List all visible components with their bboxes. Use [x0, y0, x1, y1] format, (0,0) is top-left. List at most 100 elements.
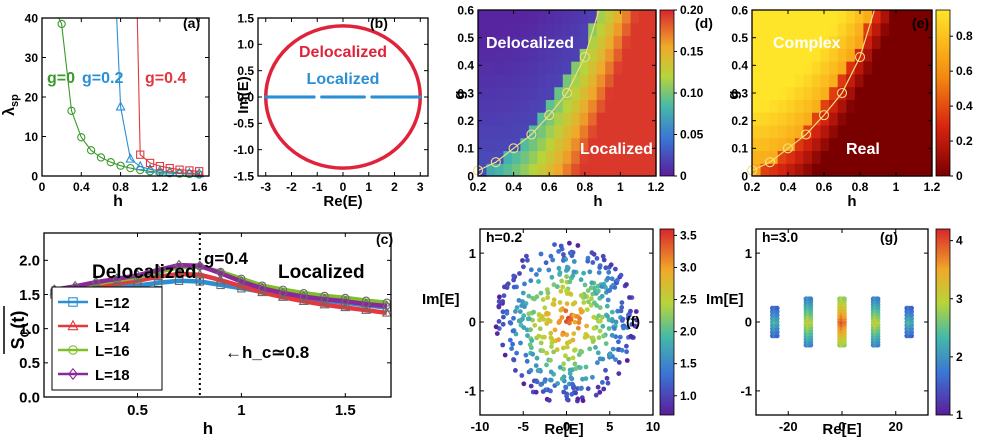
eigenvalue-point: [600, 314, 605, 320]
heatmap-cell: [872, 150, 882, 164]
heatmap-cell: [537, 150, 547, 164]
heatmap-cell: [554, 150, 564, 164]
eigenvalue-point: [513, 309, 518, 314]
eigenvalue-point: [601, 281, 607, 287]
colorbar-label: 4: [956, 234, 963, 248]
eigenvalue-point: [540, 348, 546, 354]
x-tick-label: -5: [517, 419, 529, 434]
heatmap-cell: [486, 163, 496, 177]
panel-b-ylabel: Im(E): [235, 76, 252, 114]
heatmap-cell: [760, 99, 770, 113]
heatmap-cell: [906, 150, 916, 164]
heatmap-cell: [562, 163, 572, 177]
eigenvalue-point: [549, 340, 555, 346]
heatmap-cell: [545, 35, 555, 49]
heatmap-cell: [812, 22, 822, 37]
eigenvalue-point: [497, 300, 503, 305]
eigenvalue-point: [522, 304, 527, 310]
heatmap-cell: [769, 112, 779, 126]
heatmap-cell: [528, 61, 538, 75]
heatmap-cell: [545, 61, 555, 75]
eigenvalue-point: [590, 374, 595, 380]
eigenvalue-point: [552, 327, 558, 333]
eigenvalue-point: [560, 284, 566, 290]
heatmap-cell: [837, 10, 847, 24]
eigenvalue-point: [523, 352, 529, 358]
heatmap-cell: [579, 124, 589, 139]
heatmap-cell: [820, 73, 830, 88]
data-point: [155, 161, 165, 171]
heatmap-cell: [579, 112, 589, 126]
heatmap-cell: [777, 124, 787, 139]
heatmap-cell: [760, 86, 770, 100]
heatmap-cell: [906, 35, 916, 49]
eigenvalue-point: [612, 285, 618, 290]
heatmap-cell: [554, 112, 564, 126]
heatmap-cell: [777, 150, 787, 164]
heatmap-cell: [846, 99, 856, 113]
heatmap-cell: [622, 86, 632, 100]
heatmap-cell: [880, 99, 890, 113]
heatmap-cell: [588, 112, 598, 126]
heatmap-cell: [914, 48, 925, 62]
heatmap-cell: [777, 61, 787, 75]
heatmap-cell: [863, 137, 873, 152]
heatmap-cell: [777, 112, 787, 126]
heatmap-cell: [854, 48, 865, 62]
heatmap-cell: [579, 137, 589, 152]
heatmap-cell: [820, 163, 830, 177]
heatmap-cell: [760, 35, 770, 49]
colorbar: [935, 9, 951, 177]
eigenvalue-point: [580, 376, 585, 382]
eigenvalue-point: [603, 367, 608, 373]
heatmap-cell: [846, 61, 856, 75]
heatmap-cell: [752, 86, 762, 100]
eigenvalue-point: [508, 320, 514, 326]
heatmap-cell: [605, 61, 615, 75]
eigenvalue-point: [605, 288, 611, 293]
heatmap-cell: [537, 86, 547, 100]
heatmap-cell: [880, 137, 890, 152]
heatmap-cell: [596, 163, 606, 177]
eigenvalue-point: [571, 313, 576, 319]
heatmap-cell: [829, 124, 839, 139]
eigenvalue-point: [620, 316, 626, 322]
data-point: [236, 280, 247, 290]
heatmap-cell: [803, 163, 813, 177]
heatmap-cell: [837, 73, 847, 88]
heatmap-cell: [639, 150, 649, 164]
heatmap-cell: [769, 73, 779, 88]
heatmap-cell: [605, 150, 615, 164]
heatmap-cell: [494, 86, 505, 100]
heatmap-cell: [511, 86, 521, 100]
eigenvalue-point: [563, 308, 569, 314]
eigenvalue-point: [583, 364, 589, 370]
heatmap-cell: [511, 48, 521, 62]
heatmap-cell: [478, 124, 488, 139]
eigenvalue-point: [590, 335, 596, 341]
colorbar-label: 0.15: [680, 45, 704, 59]
eigenvalue-point: [568, 375, 574, 381]
eigenvalue-point: [596, 270, 602, 275]
x-tick-label: 0.6: [541, 180, 558, 194]
heatmap-cell: [545, 124, 555, 139]
x-tick-label: 0.5: [127, 402, 148, 419]
data-point: [340, 295, 350, 307]
heatmap-cell: [846, 112, 856, 126]
eigenvalue-point: [557, 300, 563, 305]
heatmap-cell: [820, 35, 830, 49]
heatmap-cell: [545, 48, 555, 62]
x-tick-label: 1.2: [648, 180, 665, 194]
heatmap-cell: [588, 35, 598, 49]
heatmap-cell: [794, 22, 805, 37]
data-point: [96, 153, 106, 162]
heatmap-cell: [605, 137, 615, 152]
eigenvalue-point: [584, 307, 590, 312]
heatmap-cell: [760, 48, 770, 62]
boundary-point: [854, 51, 866, 63]
colorbar-label: 3.5: [680, 228, 697, 242]
heatmap-cell: [769, 124, 779, 139]
heatmap-cell: [829, 35, 839, 49]
eigenvalue-point: [606, 269, 612, 275]
eigenvalue-point: [597, 356, 603, 362]
